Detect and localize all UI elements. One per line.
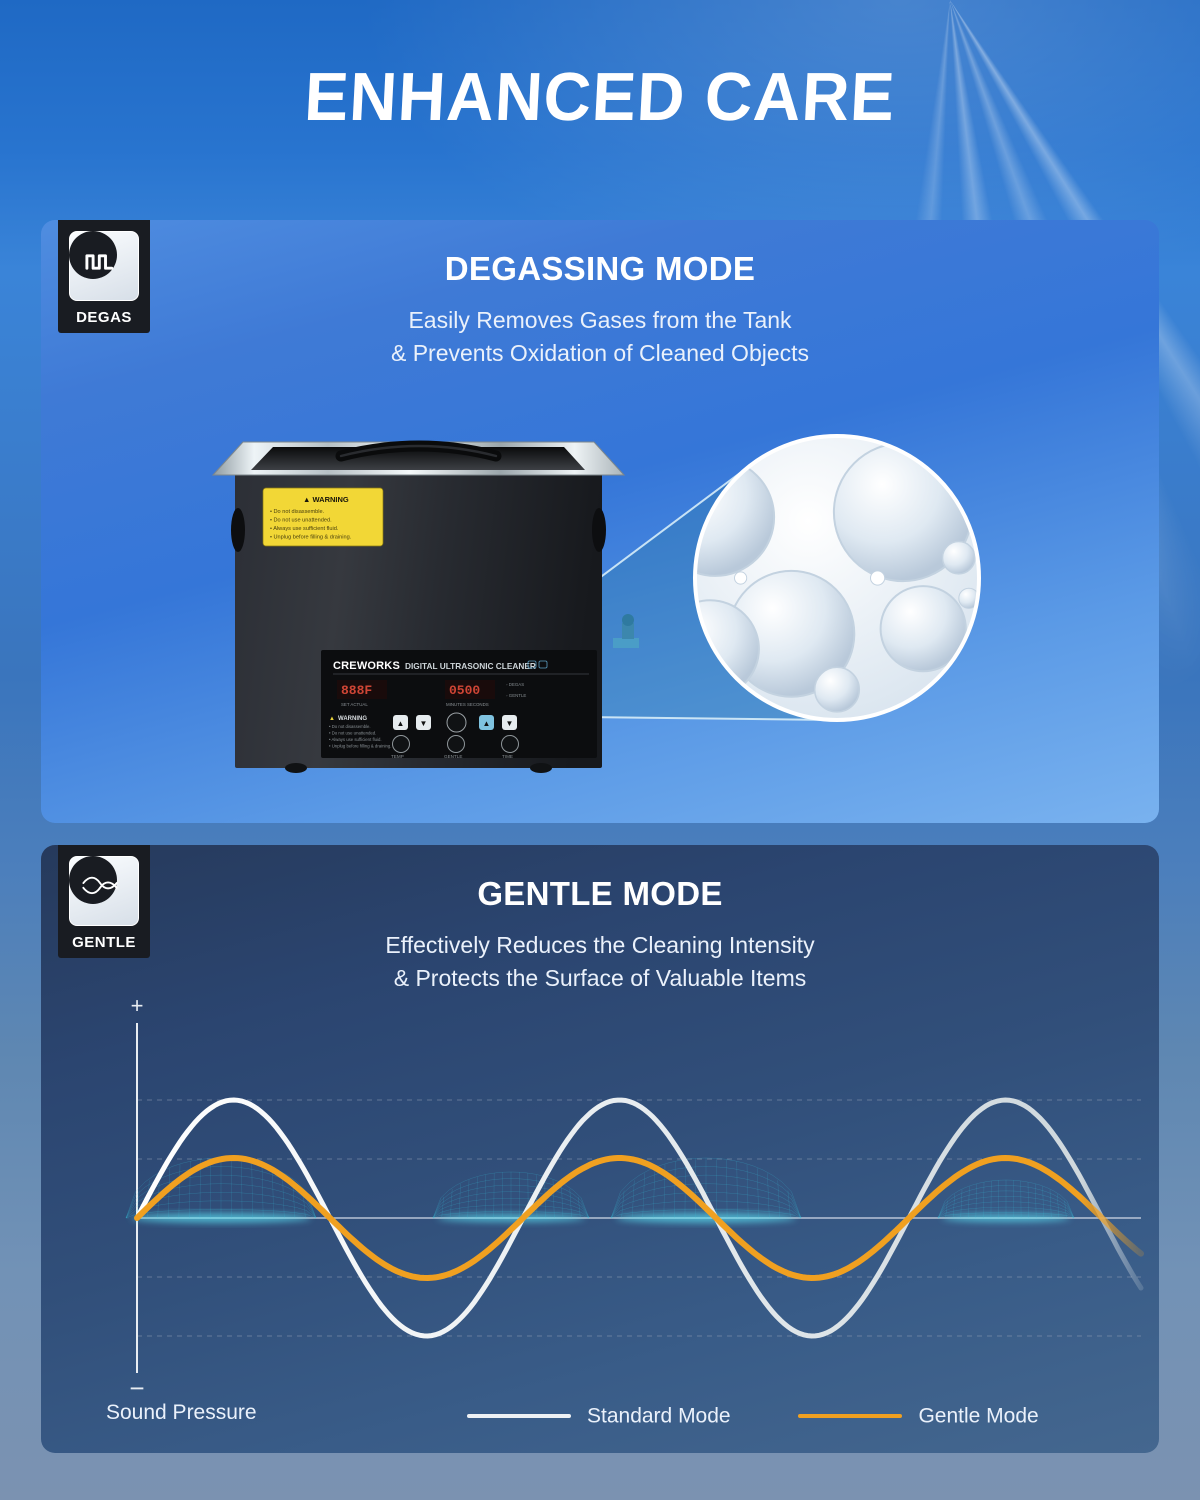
svg-text:+: + bbox=[131, 993, 144, 1018]
svg-text:• Always use sufficient fluid.: • Always use sufficient fluid. bbox=[329, 737, 382, 742]
svg-text:◦ DEGAS: ◦ DEGAS bbox=[506, 682, 524, 687]
svg-text:• Do not disassemble.: • Do not disassemble. bbox=[270, 509, 325, 515]
svg-text:▲: ▲ bbox=[329, 716, 335, 722]
svg-text:▼: ▼ bbox=[506, 719, 514, 728]
svg-text:MINUTES SECONDS: MINUTES SECONDS bbox=[446, 702, 489, 707]
svg-text:−: − bbox=[129, 1373, 144, 1403]
svg-text:0500: 0500 bbox=[449, 683, 480, 698]
svg-text:• Do not use unattended.: • Do not use unattended. bbox=[329, 731, 376, 736]
svg-text:◦ GENTLE: ◦ GENTLE bbox=[506, 693, 526, 698]
svg-text:TIME: TIME bbox=[502, 754, 513, 759]
svg-text:▼: ▼ bbox=[420, 719, 428, 728]
svg-text:888F: 888F bbox=[341, 683, 372, 698]
svg-text:▲: ▲ bbox=[397, 719, 405, 728]
svg-text:• Unplug before filling & drai: • Unplug before filling & draining. bbox=[270, 535, 352, 541]
svg-text:• Do not disassemble.: • Do not disassemble. bbox=[329, 724, 371, 729]
svg-text:WARNING: WARNING bbox=[338, 716, 367, 722]
svg-text:▲: ▲ bbox=[483, 719, 491, 728]
svg-text:• Always use sufficient fluid.: • Always use sufficient fluid. bbox=[270, 526, 339, 532]
svg-text:GENTLE: GENTLE bbox=[444, 754, 462, 759]
svg-text:CREWORKS: CREWORKS bbox=[333, 660, 400, 672]
svg-text:▲ WARNING: ▲ WARNING bbox=[303, 495, 349, 504]
svg-text:TEMP: TEMP bbox=[391, 754, 404, 759]
svg-text:DIGITAL ULTRASONIC CLEANER: DIGITAL ULTRASONIC CLEANER bbox=[405, 661, 536, 671]
svg-text:• Unplug before filling & drai: • Unplug before filling & draining. bbox=[329, 744, 391, 749]
svg-text:• Do not use unattended.: • Do not use unattended. bbox=[270, 518, 332, 524]
svg-text:SET ACTUAL: SET ACTUAL bbox=[341, 702, 368, 707]
